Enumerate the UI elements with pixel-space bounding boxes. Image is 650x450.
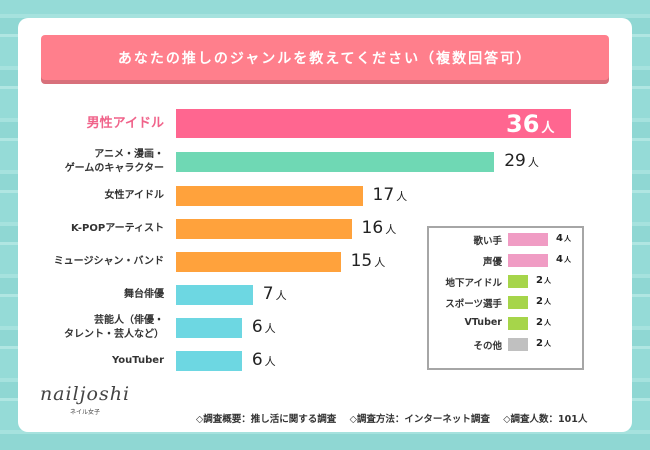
- logo-subtitle: ネイル女子: [69, 409, 100, 416]
- value-number: 29: [504, 151, 526, 171]
- inset-value-unit: 人: [563, 235, 571, 243]
- inset-bar: [508, 338, 528, 351]
- inset-bar: [508, 296, 528, 309]
- inset-value-unit: 人: [543, 277, 551, 285]
- bar: [176, 186, 363, 206]
- value-unit: 人: [264, 355, 276, 368]
- bar: [176, 252, 341, 272]
- value-unit: 人: [374, 256, 386, 269]
- category-label-line: 女性アイドル: [104, 190, 165, 201]
- logo: nailjoshi ネイル女子: [35, 383, 135, 416]
- chart-title: あなたの推しのジャンルを教えてください（複数回答可）: [41, 35, 609, 80]
- inset-value-unit: 人: [543, 340, 551, 348]
- value-label: 29 人: [504, 151, 539, 171]
- inset-value-unit: 人: [543, 298, 551, 306]
- category-label-line: K-POPアーティスト: [71, 223, 164, 234]
- bar: [176, 219, 352, 239]
- value-number: 6: [251, 317, 263, 337]
- value-label: 36 人: [506, 110, 554, 138]
- category-label: 芸能人（俳優・タレント・芸人など）: [14, 314, 164, 342]
- bar: [176, 351, 242, 371]
- category-label: 男性アイドル: [14, 115, 164, 131]
- category-label-line: 男性アイドル: [86, 115, 164, 131]
- value-number: 15: [350, 251, 373, 271]
- inset-value-number: 4: [556, 233, 563, 244]
- bar: [176, 285, 253, 305]
- survey-footer: ◇調査概要：推し活に関する調査 ◇調査方法：インターネット調査 ◇調査人数：10…: [196, 411, 597, 425]
- inset-category-label: スポーツ選手: [445, 299, 502, 310]
- inset-category-label: 地下アイドル: [445, 278, 502, 289]
- category-label: K-POPアーティスト: [14, 222, 164, 236]
- inset-category-label: 歌い手: [473, 236, 502, 247]
- category-label-line: タレント・芸人など）: [64, 329, 164, 340]
- footer-survey-count: ◇調査人数：101人: [503, 414, 588, 425]
- category-label-line: YouTuber: [111, 355, 164, 366]
- inset-value-number: 2: [536, 317, 543, 328]
- bar: [176, 152, 495, 172]
- logo-wordmark: nailjoshi: [39, 383, 131, 405]
- value-number: 36: [506, 110, 540, 138]
- inset-value-unit: 人: [543, 319, 551, 327]
- inset-category-label: 声優: [482, 257, 502, 268]
- category-label: ミュージシャン・バンド: [14, 255, 164, 269]
- inset-bar: [508, 254, 548, 267]
- value-number: 6: [251, 350, 263, 370]
- inset-chart-box: [427, 226, 584, 370]
- bar: [176, 109, 571, 138]
- category-label-line: アニメ・漫画・: [94, 149, 164, 160]
- inset-value-number: 2: [536, 296, 543, 307]
- bar: [176, 318, 242, 338]
- value-unit: 人: [541, 121, 555, 136]
- inset-bar: [508, 233, 548, 246]
- value-unit: 人: [396, 190, 408, 203]
- value-unit: 人: [385, 223, 397, 236]
- inset-value-number: 4: [556, 254, 563, 265]
- category-label-line: ゲームのキャラクター: [64, 163, 164, 174]
- value-label: 16 人: [362, 218, 397, 238]
- value-label: 15 人: [351, 251, 386, 271]
- category-label-line: 舞台俳優: [124, 289, 164, 300]
- inset-bar: [508, 275, 528, 288]
- footer-survey-method: ◇調査方法：インターネット調査: [349, 414, 490, 425]
- inset-category-label: VTuber: [464, 317, 502, 328]
- value-number: 16: [361, 218, 384, 238]
- inset-bar: [508, 317, 528, 330]
- footer-survey-overview: ◇調査概要：推し活に関する調査: [196, 414, 337, 425]
- inset-value-unit: 人: [563, 256, 571, 264]
- category-label-line: ミュージシャン・バンド: [53, 256, 164, 267]
- value-unit: 人: [527, 156, 539, 169]
- value-number: 17: [372, 185, 395, 205]
- value-unit: 人: [275, 289, 287, 302]
- category-label: 女性アイドル: [14, 189, 165, 203]
- value-label: 17 人: [373, 185, 408, 205]
- category-label: アニメ・漫画・ゲームのキャラクター: [14, 148, 164, 176]
- value-number: 7: [262, 284, 274, 304]
- category-label: YouTuber: [14, 354, 164, 368]
- category-label-line: 芸能人（俳優・: [94, 315, 164, 326]
- value-unit: 人: [264, 322, 276, 335]
- inset-value-number: 2: [536, 338, 543, 349]
- category-label: 舞台俳優: [14, 288, 164, 302]
- inset-value-number: 2: [536, 275, 543, 286]
- inset-category-label: その他: [473, 341, 502, 352]
